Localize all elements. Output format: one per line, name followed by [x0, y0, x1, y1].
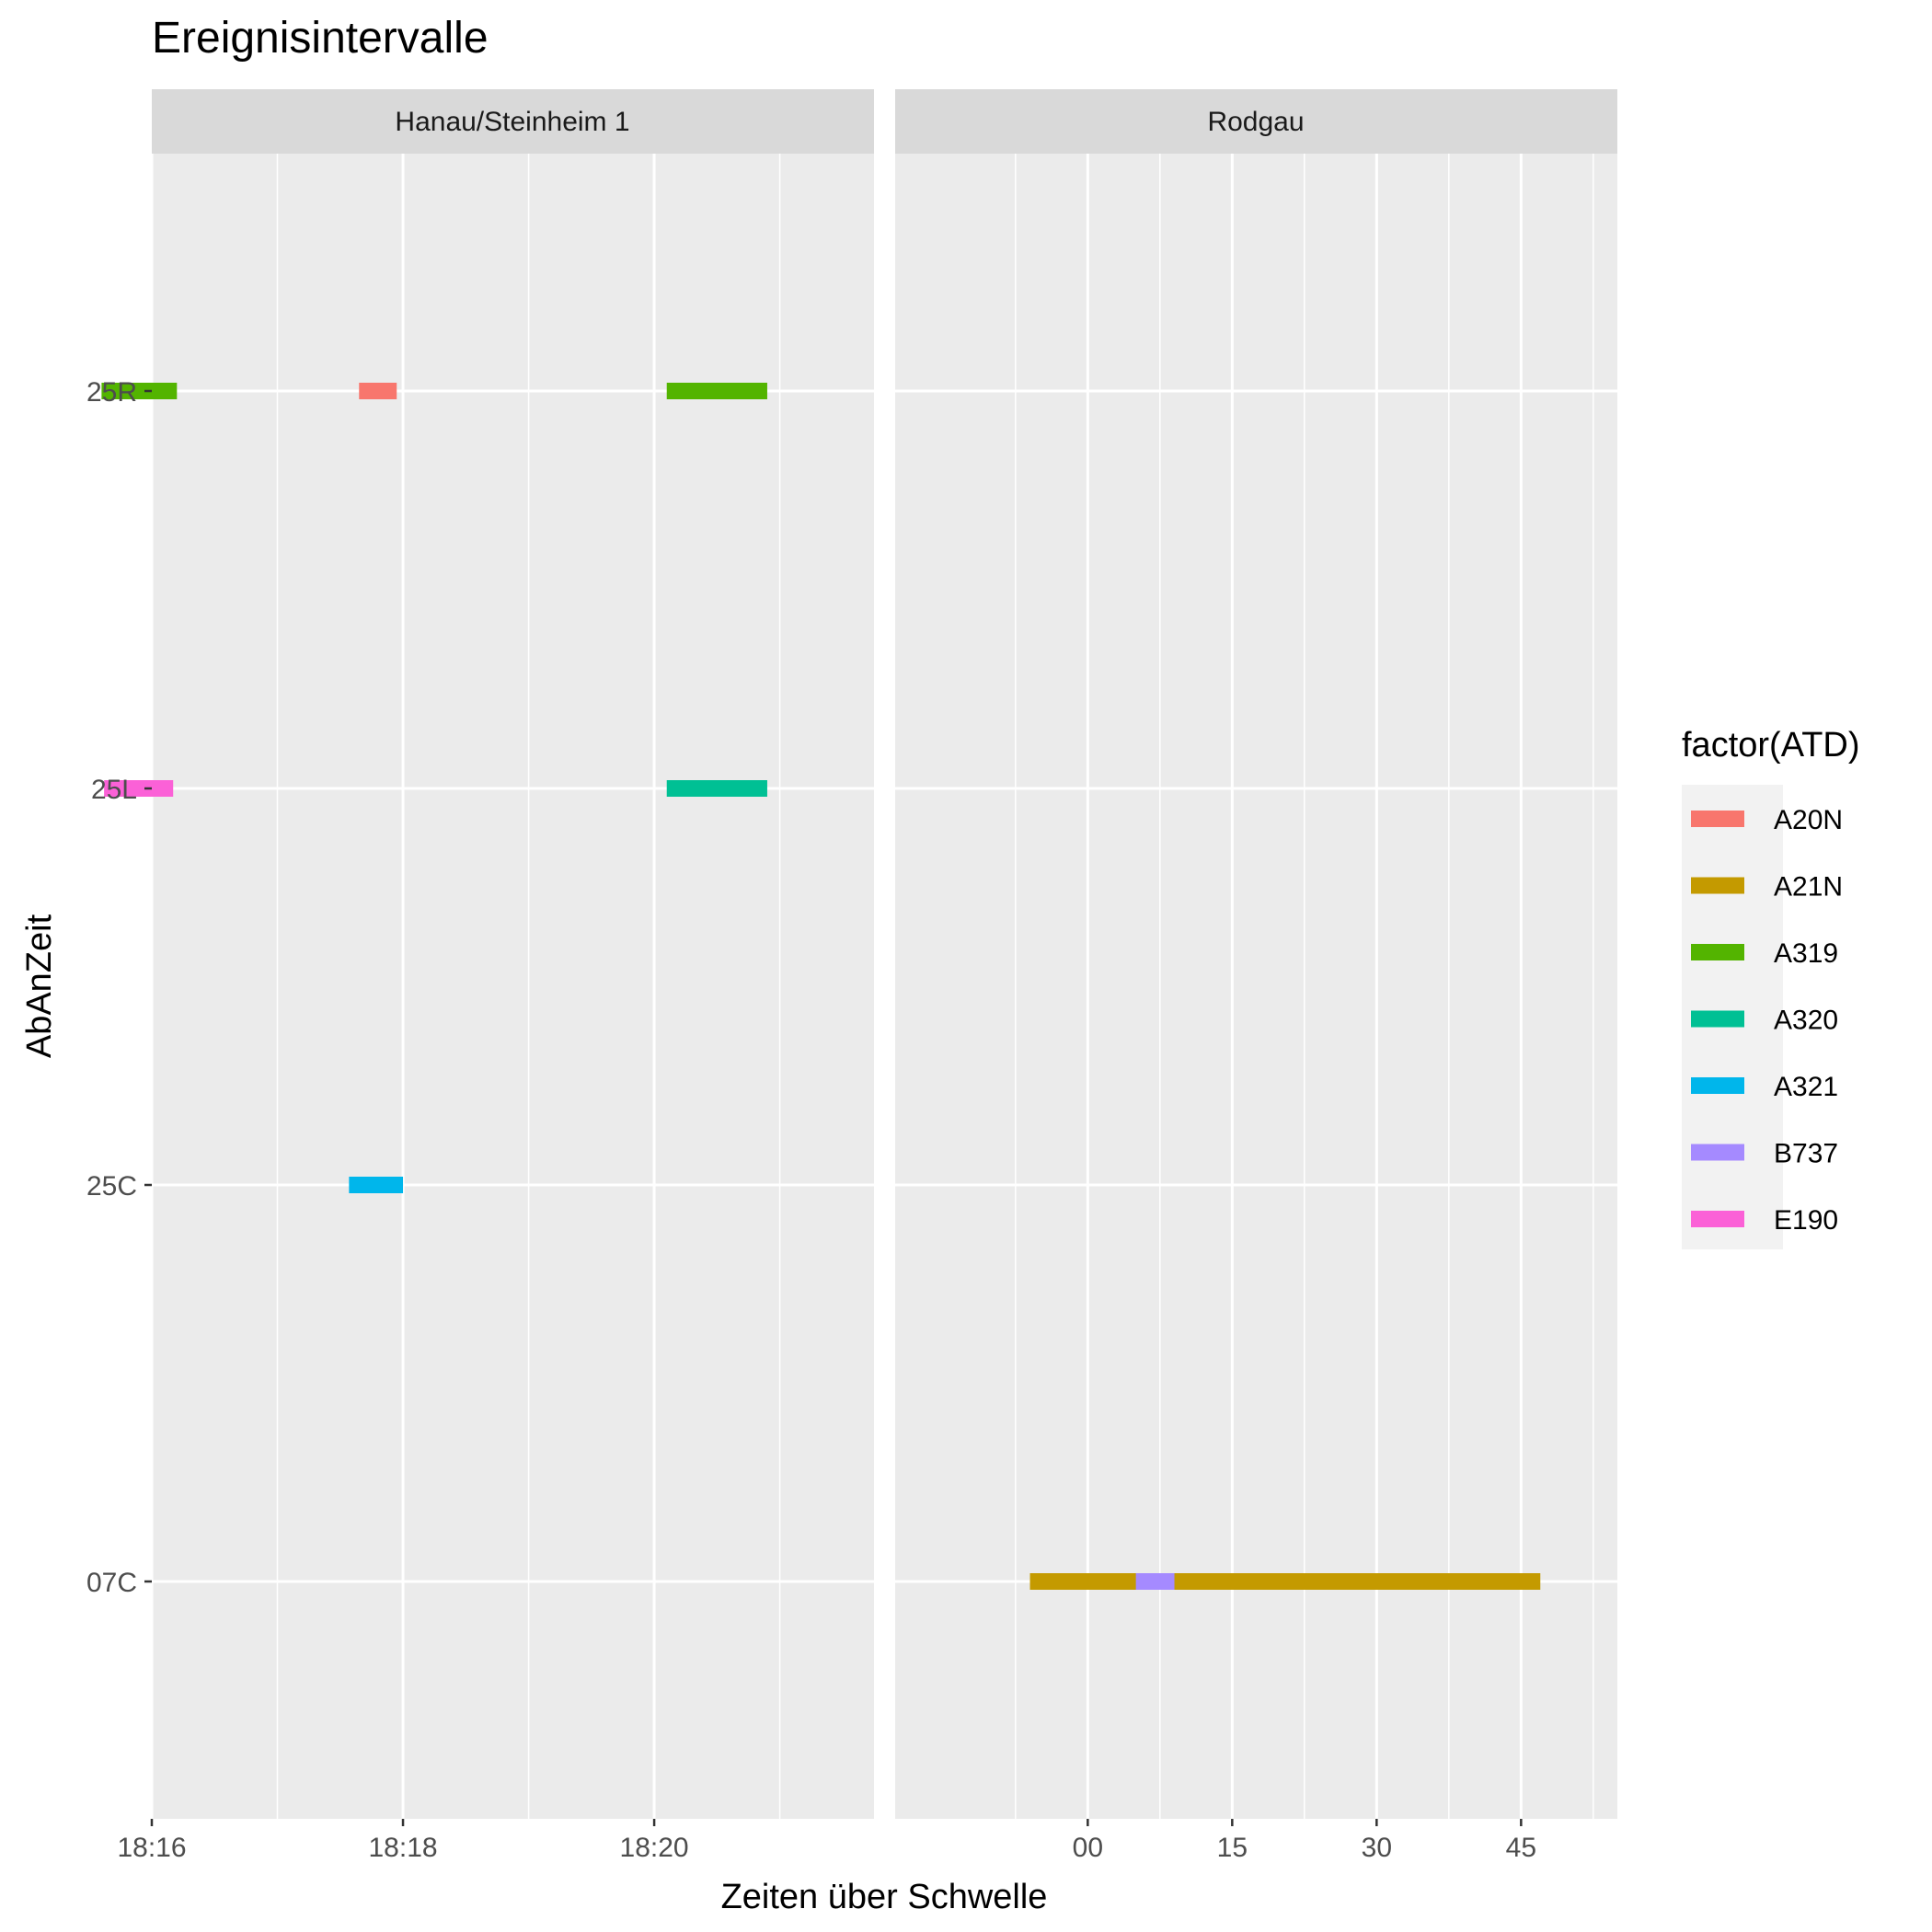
legend-key-a20n: [1691, 811, 1744, 827]
interval-bar-a20n: [359, 383, 397, 399]
legend-items: A20N A21N A319 A320 A321 B737 E190: [1691, 805, 1843, 1236]
panel-2-strip-label: Rodgau: [1207, 107, 1304, 137]
interval-bar-a320: [666, 780, 767, 797]
x-tick-label: 00: [1073, 1833, 1103, 1863]
y-axis: 25R 25L 25C 07C: [86, 377, 152, 1598]
interval-bar-a321: [349, 1177, 404, 1193]
legend-key-a21n: [1691, 877, 1744, 894]
chart-title: Ereignisintervalle: [152, 14, 489, 63]
legend-title: factor(ATD): [1682, 726, 1860, 765]
x-tick-label: 18:16: [117, 1833, 186, 1863]
interval-bar-b737: [1135, 1573, 1175, 1590]
panel-2-bars: [1029, 1573, 1541, 1590]
interval-bar-a319: [101, 383, 178, 399]
panel-hanau-steinheim-1: Hanau/Steinheim 1 18:16 18:18 18:20: [101, 89, 874, 1863]
legend: factor(ATD) A20N A21N A319 A320 A321 B737 E190: [1682, 726, 1860, 1249]
legend-label: A320: [1774, 1006, 1838, 1036]
y-tick-label: 25L: [91, 775, 137, 805]
x-tick-label: 15: [1217, 1833, 1248, 1863]
panel-rodgau: Rodgau 00 15 30 45: [895, 89, 1617, 1863]
x-tick-label: 18:18: [369, 1833, 438, 1863]
y-axis-title: AbAnZeit: [20, 914, 59, 1058]
panel-1-x-ticks: 18:16 18:18 18:20: [117, 1819, 689, 1863]
legend-label: A21N: [1774, 872, 1843, 903]
interval-bar-e190: [104, 780, 174, 797]
x-axis-title: Zeiten über Schwelle: [721, 1878, 1048, 1916]
panel-1-background: [152, 154, 874, 1819]
interval-bar-a319: [666, 383, 767, 399]
legend-key-a320: [1691, 1010, 1744, 1028]
x-tick-label: 18:20: [620, 1833, 689, 1863]
x-tick-label: 30: [1362, 1833, 1392, 1863]
interval-bar-a21n: [1029, 1573, 1541, 1590]
panel-1-grid: [150, 154, 874, 1819]
y-tick-label: 25R: [86, 377, 137, 408]
panel-1-strip: [152, 89, 874, 154]
panel-2-background: [895, 154, 1617, 1819]
legend-label: B737: [1774, 1139, 1838, 1169]
y-tick-label: 07C: [86, 1568, 137, 1598]
x-tick-label: 45: [1506, 1833, 1536, 1863]
panel-2-x-ticks: 00 15 30 45: [1073, 1819, 1536, 1863]
legend-key-e190: [1691, 1211, 1744, 1227]
legend-label: E190: [1774, 1205, 1838, 1236]
panel-1-strip-label: Hanau/Steinheim 1: [395, 107, 629, 137]
legend-label: A319: [1774, 938, 1838, 969]
legend-key-a319: [1691, 944, 1744, 960]
legend-key-a321: [1691, 1077, 1744, 1094]
panel-2-grid: [895, 154, 1617, 1819]
panel-2-strip: [895, 89, 1617, 154]
panel-1-bars: [101, 383, 767, 1193]
y-tick-label: 25C: [86, 1171, 137, 1202]
legend-key-b737: [1691, 1144, 1744, 1161]
legend-label: A321: [1774, 1072, 1838, 1102]
legend-label: A20N: [1774, 805, 1843, 835]
